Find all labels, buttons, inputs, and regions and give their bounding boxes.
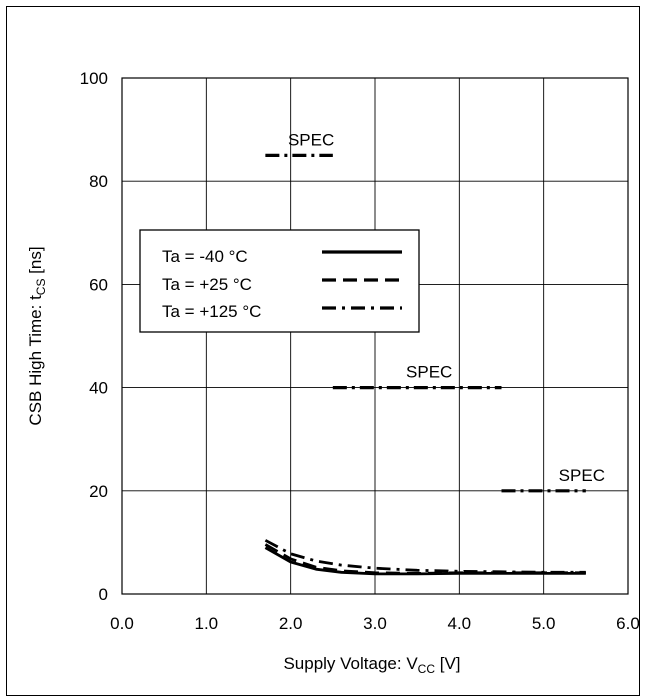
- x-tick-label: 6.0: [616, 614, 640, 633]
- y-tick-label: 80: [89, 172, 108, 191]
- grid: [121, 77, 629, 595]
- spec-label-1: SPEC: [406, 363, 452, 382]
- y-tick-label: 40: [89, 379, 108, 398]
- x-tick-label: 0.0: [110, 614, 134, 633]
- y-tick-label: 0: [99, 585, 108, 604]
- y-tick-label: 60: [89, 275, 108, 294]
- x-tick-label: 4.0: [448, 614, 472, 633]
- y-tick-labels: 0 20 40 60 80 100: [80, 69, 108, 604]
- y-tick-label: 20: [89, 482, 108, 501]
- y-axis-title-main: CSB High Time: t: [26, 295, 45, 426]
- y-axis-title-unit: [ns]: [26, 246, 45, 278]
- y-axis-title-sub: CS: [34, 279, 48, 296]
- x-tick-labels: 0.0 1.0 2.0 3.0 4.0 5.0 6.0: [110, 614, 640, 633]
- legend-label-plus125: Ta = +125 °C: [162, 302, 261, 321]
- legend-label-minus40: Ta = -40 °C: [162, 247, 248, 266]
- y-axis-title: CSB High Time: tCS [ns]: [26, 246, 48, 425]
- x-tick-label: 3.0: [363, 614, 387, 633]
- series-line-2: [264, 539, 586, 574]
- x-tick-label: 1.0: [195, 614, 219, 633]
- x-tick-label: 5.0: [532, 614, 556, 633]
- series-lines: [264, 539, 586, 576]
- spec-label-2: SPEC: [559, 466, 605, 485]
- chart-frame: [6, 6, 640, 696]
- spec-label-0: SPEC: [288, 130, 334, 149]
- x-tick-label: 2.0: [279, 614, 303, 633]
- spec-lines: SPEC SPEC SPEC: [265, 130, 605, 493]
- x-axis-title-main: Supply Voltage: V: [283, 654, 418, 673]
- legend: Ta = -40 °C Ta = +25 °C Ta = +125 °C: [139, 229, 420, 333]
- x-axis-title-unit: [V]: [435, 654, 461, 673]
- legend-label-plus25: Ta = +25 °C: [162, 275, 252, 294]
- y-tick-label: 100: [80, 69, 108, 88]
- x-axis-title: Supply Voltage: VCC [V]: [283, 654, 460, 676]
- x-axis-title-sub: CC: [418, 662, 436, 676]
- plot-border: [121, 77, 629, 595]
